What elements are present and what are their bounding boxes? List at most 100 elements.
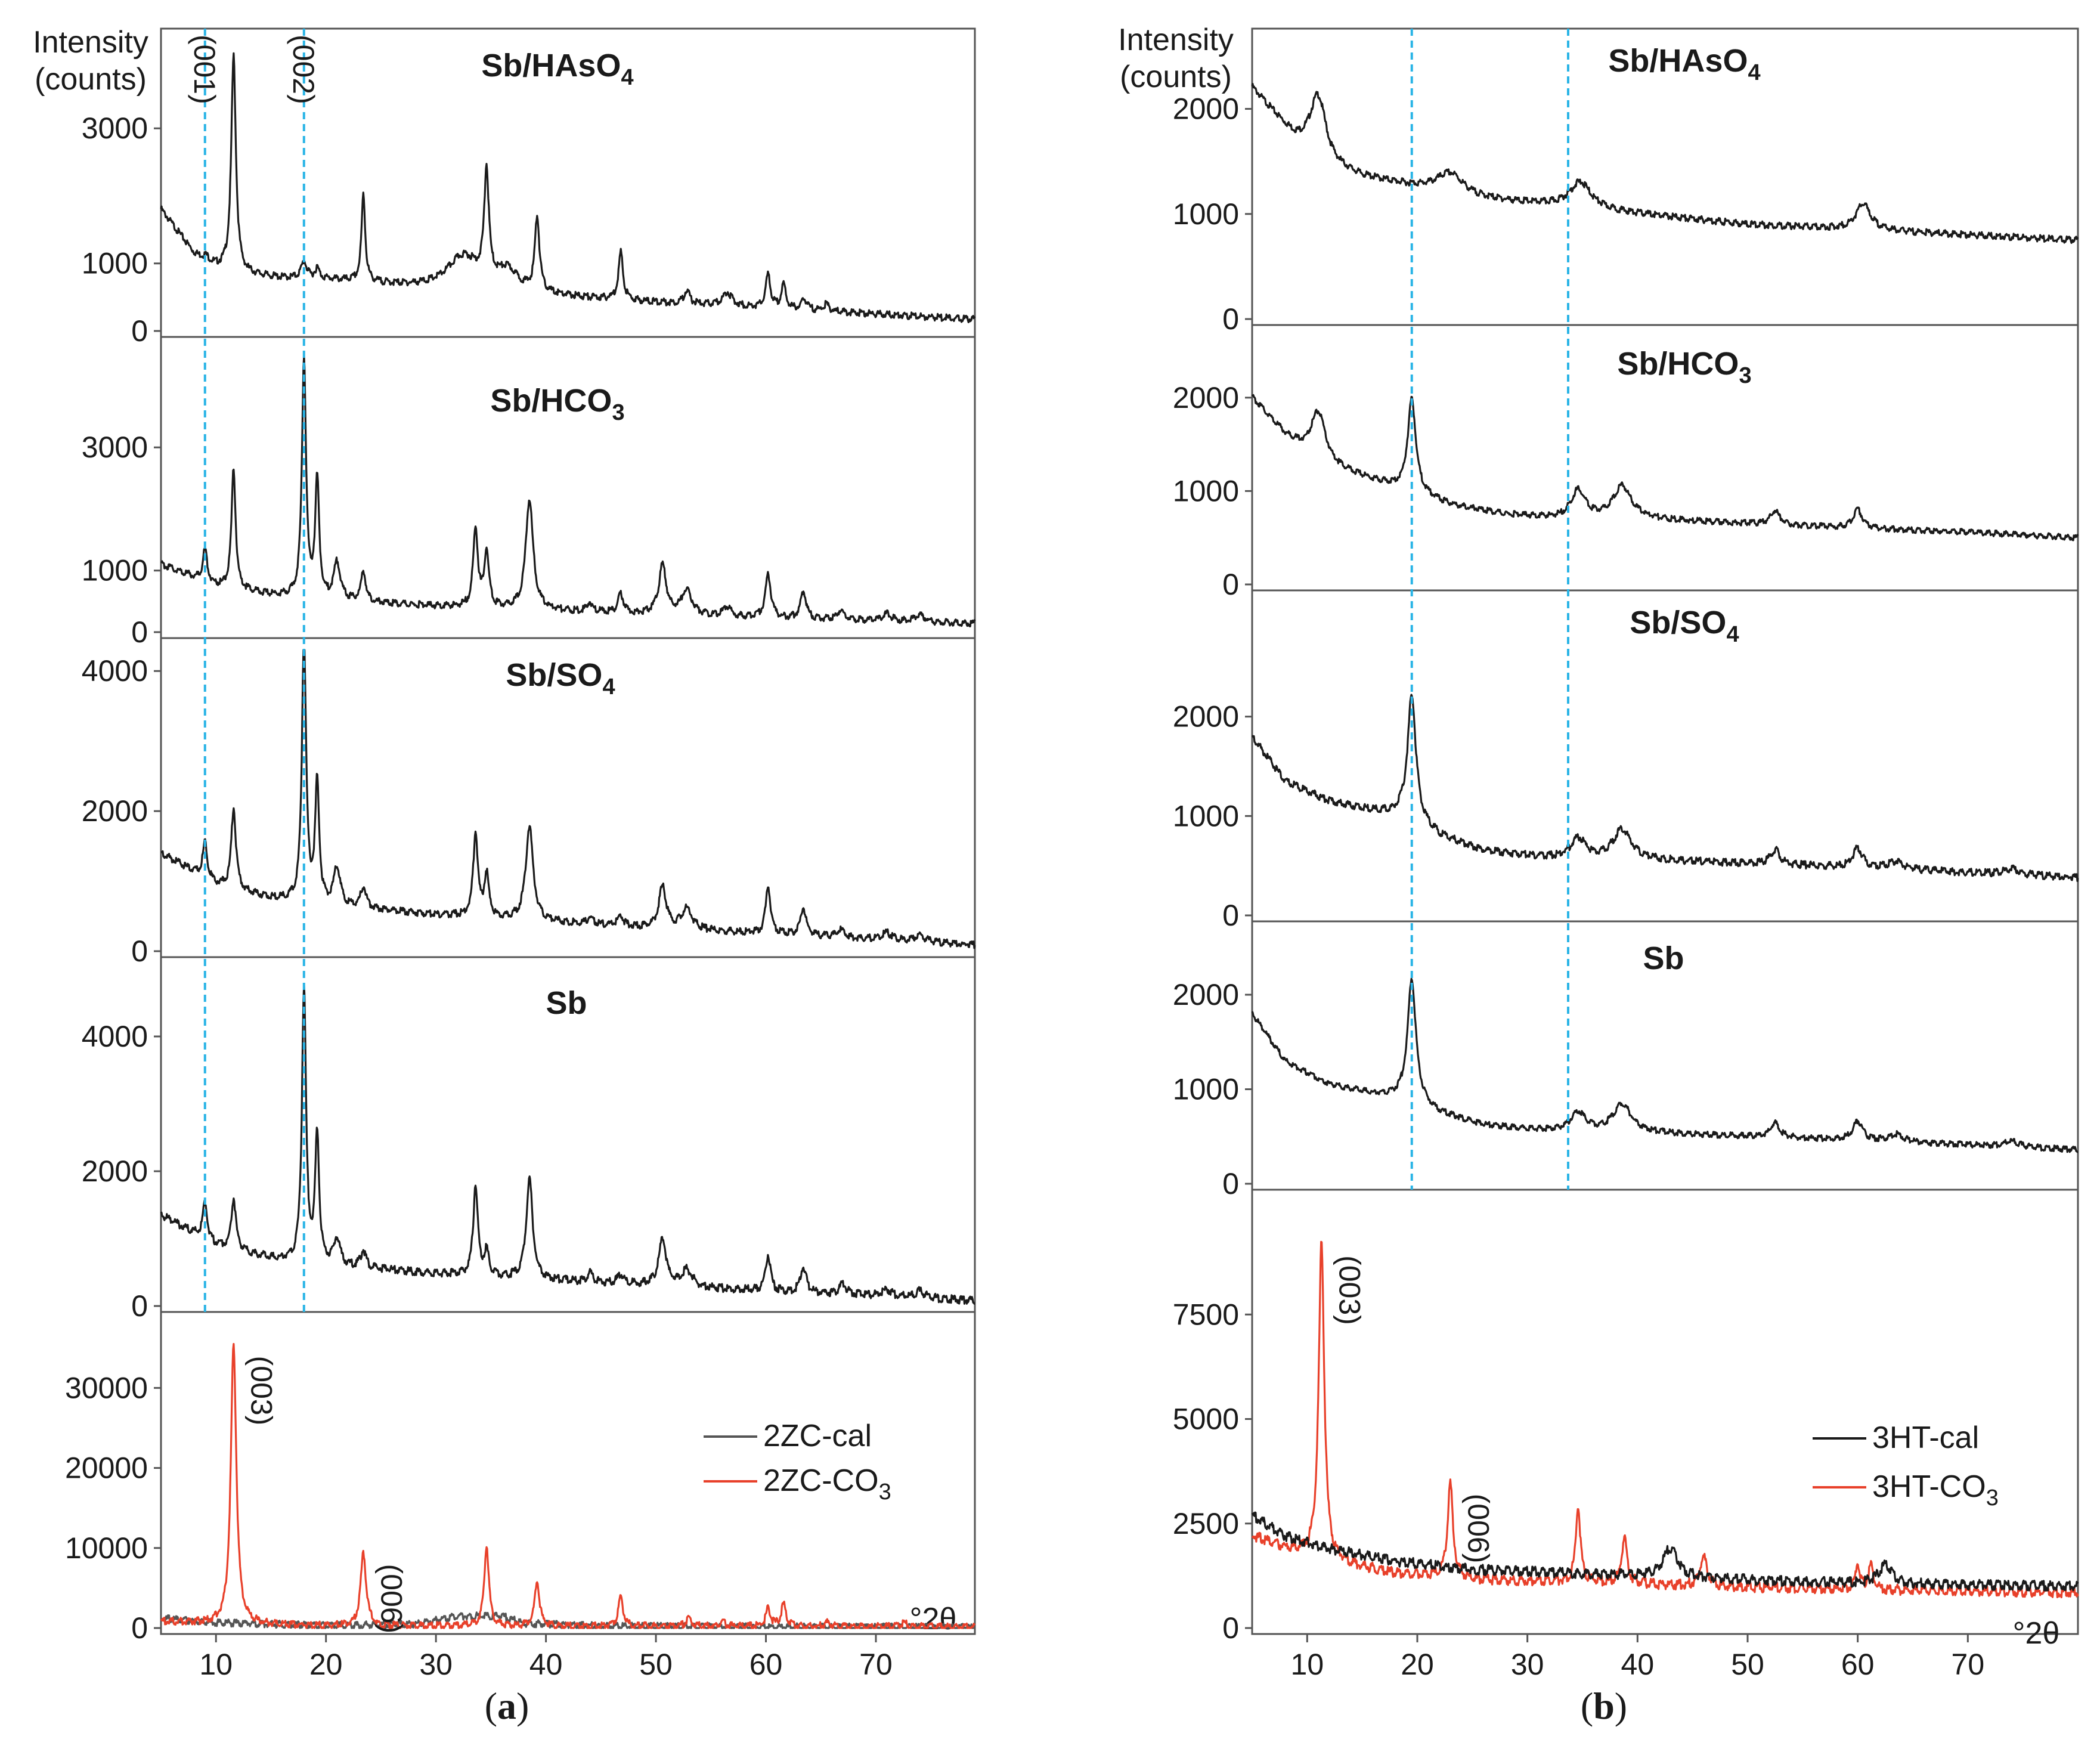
x-tick-label: 10 [1291,1648,1324,1681]
y-tick-label: 0 [1222,568,1239,601]
panel-b-frame [1251,27,2079,1635]
y-tick-label: 0 [131,1289,148,1323]
panel-a-frame [160,27,976,1635]
series-sb-so4 [1252,694,2079,882]
y-tick-label: 2000 [1173,978,1239,1011]
subplot-title-subscript: 4 [1748,60,1760,85]
y-tick-label: 0 [131,1611,148,1645]
panel-b-y-label-line2: (counts) [1120,60,1232,94]
series-sb [160,984,975,1305]
subplot-title-subscript: 3 [612,400,624,425]
subplot-title-main: Sb/SO [1630,605,1726,640]
subplot-title-main: Sb/HAsO [1608,43,1748,79]
subplot-title: Sb [546,985,587,1021]
series-sb [1251,977,2079,1153]
y-tick-label: 0 [1222,1611,1239,1645]
subplot-title: Sb/HAsO4 [1608,43,1760,85]
subplot-title: Sb [1643,940,1684,976]
y-tick-label: 2000 [1173,92,1239,126]
reference-line-label: (001) [188,35,221,104]
y-tick-label: 0 [1222,1167,1239,1200]
subplot-title-main: Sb/SO [506,657,602,693]
series-sb-haso4 [1251,83,2079,244]
y-tick-label: 1000 [1173,197,1239,231]
subplot-title: Sb/HAsO4 [481,48,633,90]
subplot-title-subscript: 4 [621,65,633,90]
x-tick-label: 40 [529,1648,563,1681]
y-tick-label: 2500 [1173,1507,1239,1540]
y-tick-label: 7500 [1173,1298,1239,1331]
y-tick-label: 0 [1222,899,1239,932]
y-tick-label: 2000 [1173,381,1239,414]
subplot-title-main: Sb/HCO [490,383,612,419]
y-tick-label: 2000 [1173,700,1239,734]
x-tick-label: 70 [859,1648,893,1681]
y-tick-label: 0 [131,615,148,649]
peak-label: (006) [1461,1494,1495,1564]
subplot-title-subscript: 4 [1726,622,1739,647]
peak-label: (006) [374,1564,408,1634]
x-tick-label: 40 [1621,1648,1655,1681]
panel-b: Intensity (counts) °2θ 010002000Sb/HAsO4… [1118,23,2079,1727]
y-tick-label: 10000 [65,1531,148,1565]
subplot-title-main: Sb [546,985,587,1021]
x-tick-label: 10 [199,1648,233,1681]
legend-label: 3HT-CO3 [1872,1469,1999,1511]
series-sb-haso4 [160,52,976,323]
x-tick-label: 70 [1952,1648,1985,1681]
y-tick-label: 1000 [1173,1073,1239,1106]
y-tick-label: 2000 [82,1155,148,1188]
panel-a-plot: 010003000Sb/HAsO4010003000Sb/HCO30200040… [65,29,976,1681]
legend-label-subscript: 3 [879,1480,891,1505]
y-tick-label: 1000 [1173,799,1239,833]
y-tick-label: 1000 [82,247,148,280]
panel-a: Intensity (counts) °2θ 010003000Sb/HAsO4… [33,25,976,1727]
panel-b-y-label-line1: Intensity [1118,23,1234,57]
subplot-title: Sb/HCO3 [1617,346,1751,388]
peak-label: (003) [245,1356,278,1426]
y-tick-label: 3000 [82,431,148,464]
reference-line-label: (002) [287,35,320,104]
y-tick-label: 20000 [65,1452,148,1485]
y-tick-label: 0 [131,934,148,968]
y-tick-label: 1000 [82,554,148,587]
panel-b-caption: (b) [1581,1685,1627,1727]
series-sb-hco3 [1251,394,2079,541]
x-tick-label: 60 [1841,1648,1875,1681]
panel-b-plot: 010002000Sb/HAsO4010002000Sb/HCO30100020… [1173,29,2079,1681]
peak-label: (003) [1333,1255,1366,1325]
legend-label: 3HT-cal [1872,1421,1979,1455]
x-tick-label: 50 [639,1648,673,1681]
x-tick-label: 20 [1401,1648,1434,1681]
y-tick-label: 30000 [65,1371,148,1404]
legend-label-main: 3HT-cal [1872,1421,1979,1455]
panel-a-caption: (a) [485,1685,529,1727]
x-tick-label: 60 [749,1648,783,1681]
subplot-title-main: Sb/HCO [1617,346,1739,382]
subplot-title-main: Sb [1643,940,1684,976]
subplot-title-subscript: 3 [1739,363,1751,388]
legend-label-main: 3HT-CO [1872,1469,1986,1504]
subplot-title-subscript: 4 [602,674,615,700]
series-2zc-co3 [160,1343,976,1629]
y-tick-label: 1000 [1173,474,1239,507]
panel-b-x-label: °2θ [2013,1616,2060,1651]
panel-a-y-label-line1: Intensity [33,25,148,60]
series-sb-so4 [160,649,976,949]
x-tick-label: 50 [1731,1648,1764,1681]
y-tick-label: 0 [1222,302,1239,336]
y-tick-label: 2000 [82,794,148,828]
y-tick-label: 5000 [1173,1403,1239,1436]
x-tick-label: 30 [1511,1648,1544,1681]
panel-a-y-label-line2: (counts) [35,62,147,97]
y-tick-label: 4000 [82,654,148,688]
subplot-title: Sb/SO4 [1630,605,1739,647]
series-sb-hco3 [160,355,976,627]
legend-label: 2ZC-CO3 [763,1463,891,1505]
legend-label-main: 2ZC-CO [763,1463,879,1498]
series-3ht-cal [1251,1511,2079,1592]
legend-label-subscript: 3 [1986,1486,1999,1511]
y-tick-label: 0 [131,314,148,348]
legend-label: 2ZC-cal [763,1419,872,1453]
